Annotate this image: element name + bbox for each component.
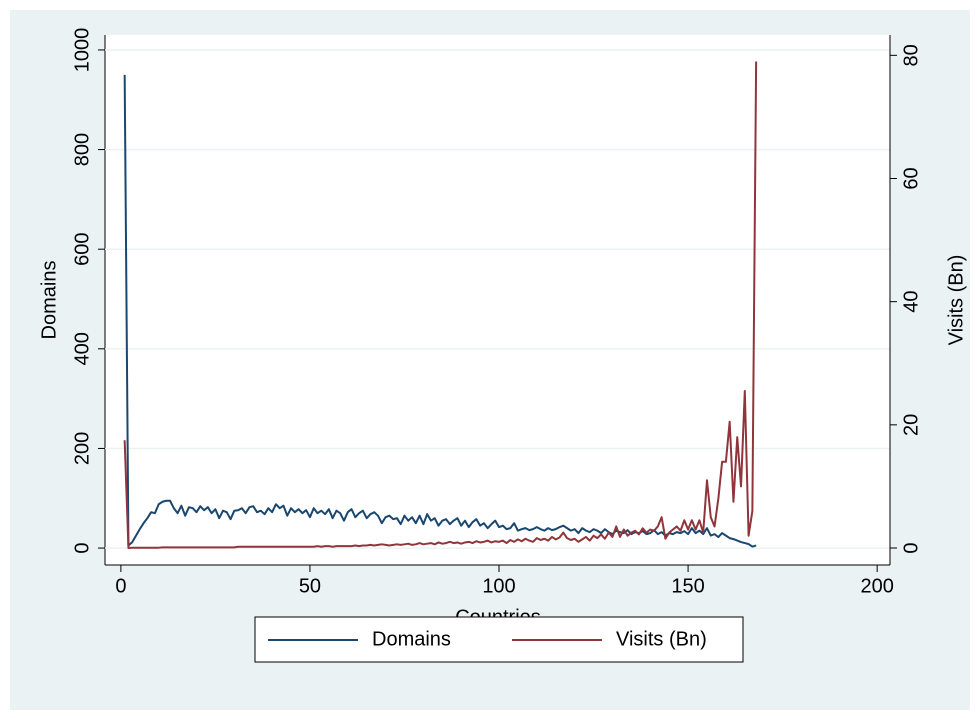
y2-tick-label: 20 [900, 414, 922, 436]
y2-tick-label: 60 [900, 167, 922, 189]
x-tick-label: 50 [299, 575, 321, 597]
y-tick-label: 800 [71, 133, 93, 166]
x-tick-label: 0 [115, 575, 126, 597]
x-tick-label: 100 [482, 575, 515, 597]
y-axis-title: Domains [38, 261, 60, 340]
y2-tick-label: 40 [900, 291, 922, 313]
y-tick-label: 200 [71, 432, 93, 465]
y-tick-label: 600 [71, 233, 93, 266]
y-tick-label: 1000 [71, 28, 93, 72]
legend-label: Visits (Bn) [616, 628, 707, 650]
series-line [123, 74, 757, 548]
y2-tick-label: 80 [900, 44, 922, 66]
x-tick-label: 150 [671, 575, 704, 597]
y2-axis-title: Visits (Bn) [945, 255, 967, 346]
y-tick-label: 400 [71, 332, 93, 365]
series-line [123, 61, 758, 549]
x-tick-label: 200 [860, 575, 893, 597]
plot-region [105, 35, 890, 565]
y2-tick-label: 0 [900, 542, 922, 553]
y-tick-label: 0 [71, 543, 93, 554]
legend-label: Domains [372, 628, 451, 650]
